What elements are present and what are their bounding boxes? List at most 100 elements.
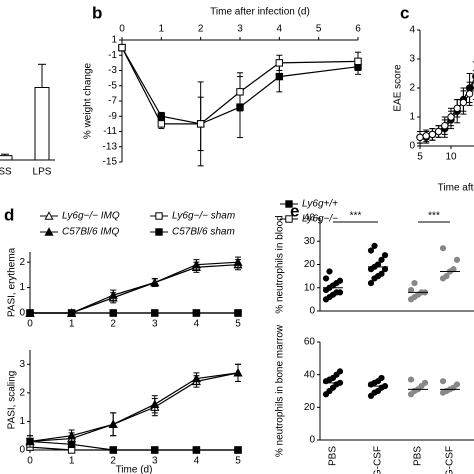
marker xyxy=(192,309,201,317)
data-point xyxy=(378,256,385,263)
marker xyxy=(150,277,160,287)
data-point xyxy=(453,381,461,388)
y-axis-label: EAE score xyxy=(393,64,404,112)
panel-label: d xyxy=(4,205,14,224)
x-tick-label: 1 xyxy=(69,456,75,467)
y-axis-label: % neutrophils in blood xyxy=(275,215,286,313)
data-point xyxy=(336,277,344,284)
x-tick-label: 5 xyxy=(235,319,241,330)
y-tick-label: -7 xyxy=(108,96,117,107)
y-tick-label: 0 xyxy=(19,445,25,456)
marker xyxy=(155,228,163,236)
data-point xyxy=(336,289,344,296)
y-tick-label: 10 xyxy=(304,282,316,293)
marker xyxy=(109,446,117,454)
marker xyxy=(109,309,117,317)
y-tick-label: 1 xyxy=(409,112,415,123)
x-axis-label: Time after xyxy=(438,183,474,194)
x-tick-label: PBS xyxy=(413,446,424,466)
data-point xyxy=(322,275,330,282)
marker xyxy=(26,309,34,317)
x-axis-label: Time (d) xyxy=(116,465,153,474)
x-tick-label: 4 xyxy=(194,319,200,330)
x-tick-label: 0 xyxy=(27,319,33,330)
data-point xyxy=(367,247,375,254)
y-axis-label: % weight change xyxy=(83,62,94,139)
y-tick-label: 60 xyxy=(304,337,316,348)
y-tick-label: 2 xyxy=(409,83,415,94)
x-tick-label: LPS xyxy=(33,167,52,178)
bar xyxy=(0,155,13,161)
marker xyxy=(196,120,205,128)
series-line xyxy=(29,372,239,443)
marker xyxy=(191,373,201,383)
y-tick-label: -15 xyxy=(103,157,118,168)
data-point xyxy=(374,261,382,268)
marker xyxy=(285,200,293,208)
data-point xyxy=(381,266,389,273)
marker xyxy=(465,90,474,98)
marker xyxy=(118,43,126,52)
x-tick-label: 3 xyxy=(152,319,158,330)
y-axis-label: PASI, scaling xyxy=(7,371,18,430)
y-tick-label: -13 xyxy=(103,141,118,152)
panel-label: e xyxy=(290,201,299,220)
y-tick-label: 0 xyxy=(19,308,25,319)
marker xyxy=(416,133,424,142)
significance-label: *** xyxy=(350,211,362,222)
x-tick-label: 0 xyxy=(27,456,33,467)
marker xyxy=(354,57,362,66)
y-tick-label: 0 xyxy=(309,306,315,317)
y-tick-label: -3 xyxy=(108,65,117,76)
marker xyxy=(151,309,159,317)
y-tick-label: 3 xyxy=(19,359,25,370)
data-point xyxy=(453,256,461,263)
marker xyxy=(157,120,166,128)
marker xyxy=(151,446,159,454)
x-tick-label: 5 xyxy=(316,24,322,35)
panel-label: b xyxy=(92,3,102,22)
marker xyxy=(26,437,34,446)
legend-label: C57Bl/6 IMQ xyxy=(62,227,119,238)
y-tick-label: 0 xyxy=(309,435,315,446)
marker xyxy=(233,368,243,377)
y-tick-label: 40 xyxy=(304,369,316,380)
x-tick-label: 2 xyxy=(110,319,116,330)
marker xyxy=(67,430,77,440)
data-point xyxy=(326,268,333,275)
data-point xyxy=(336,368,344,375)
y-tick-label: -5 xyxy=(108,80,117,91)
y-tick-label: 20 xyxy=(304,402,316,413)
series-line xyxy=(29,440,238,451)
x-tick-label: 3 xyxy=(152,456,158,467)
legend-label: Ly6g−/− sham xyxy=(172,211,235,222)
data-point xyxy=(443,273,450,280)
data-point xyxy=(421,379,429,386)
y-tick-label: 1 xyxy=(19,416,25,427)
marker xyxy=(233,257,243,266)
marker xyxy=(67,309,76,317)
legend-label: Ly6g+/+ xyxy=(302,199,338,210)
legend-label: Ly6g−/− IMQ xyxy=(62,211,120,222)
data-point xyxy=(407,376,415,383)
data-point xyxy=(378,374,385,382)
marker xyxy=(428,130,437,139)
marker xyxy=(434,127,443,136)
x-tick-label: 2 xyxy=(198,24,204,35)
x-tick-label: SS xyxy=(0,167,12,178)
y-tick-label: 20 xyxy=(304,259,316,270)
y-tick-label: -9 xyxy=(108,111,117,122)
marker xyxy=(236,88,244,96)
y-tick-label: 40 xyxy=(304,213,316,224)
marker xyxy=(150,399,160,408)
marker xyxy=(155,212,163,220)
marker xyxy=(191,259,201,269)
x-tick-label: 4 xyxy=(277,24,283,35)
y-tick-label: 1 xyxy=(19,282,25,293)
data-point xyxy=(367,280,375,287)
x-tick-label: 1 xyxy=(159,24,165,35)
x-tick-label: 0 xyxy=(119,24,125,35)
x-tick-label: G-CSF xyxy=(373,446,384,474)
